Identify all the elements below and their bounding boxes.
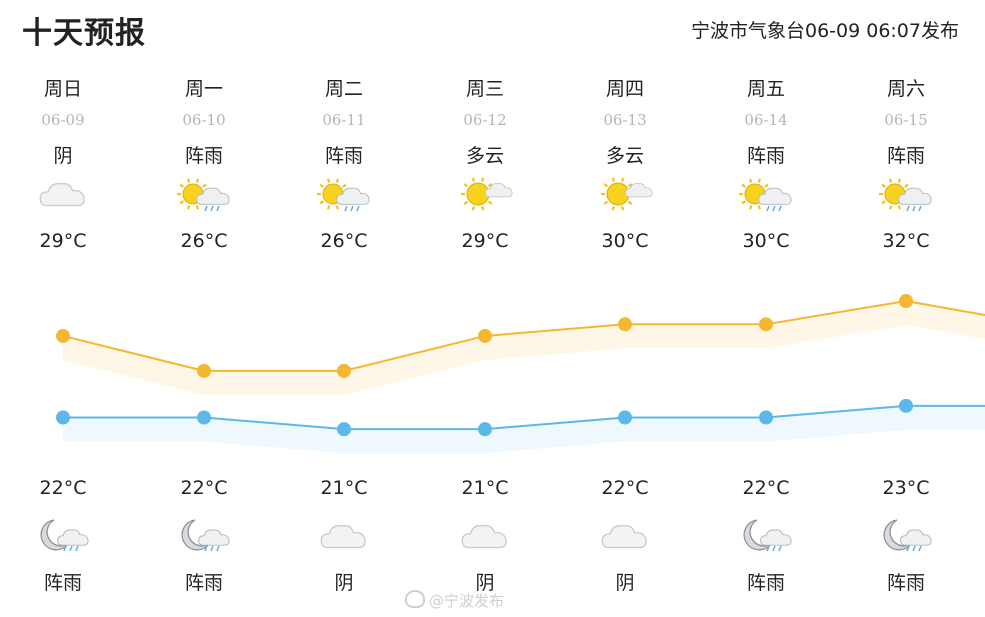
date-label: 06-11 bbox=[322, 111, 366, 129]
low-temp-point bbox=[759, 410, 773, 425]
page-title: 十天预报 bbox=[22, 16, 146, 51]
date-label: 06-14 bbox=[744, 111, 788, 129]
sun-shower-icon bbox=[846, 174, 966, 214]
low-temp-label: 22°C bbox=[39, 477, 87, 499]
low-temp-label: 22°C bbox=[601, 477, 649, 499]
date-label: 06-15 bbox=[884, 111, 928, 129]
high-temp-line bbox=[62, 299, 985, 372]
low-temp-label: 22°C bbox=[742, 477, 790, 499]
high-temp-label: 30°C bbox=[601, 230, 649, 252]
day-label: 周一 bbox=[184, 78, 223, 100]
high-temp-point bbox=[759, 317, 773, 332]
low-temp-label: 21°C bbox=[320, 477, 368, 499]
day-weather-label: 阵雨 bbox=[746, 145, 785, 167]
low-temp-label: 22°C bbox=[180, 477, 228, 499]
partly-cloudy-icon bbox=[565, 174, 685, 214]
day-label: 周四 bbox=[605, 78, 644, 100]
night-weather-label: 阵雨 bbox=[886, 572, 925, 594]
day-label: 周日 bbox=[43, 78, 82, 100]
partly-cloudy-icon bbox=[425, 174, 545, 214]
date-label: 06-13 bbox=[603, 111, 647, 129]
weibo-icon bbox=[405, 590, 425, 608]
sun-shower-icon bbox=[706, 174, 826, 214]
day-weather-label: 阵雨 bbox=[324, 145, 363, 167]
high-temp-point bbox=[197, 363, 211, 378]
high-temp-point bbox=[478, 328, 492, 343]
overcast-icon bbox=[425, 516, 545, 552]
overcast-icon bbox=[565, 516, 685, 552]
high-temp-label: 32°C bbox=[882, 230, 930, 252]
sun-shower-icon bbox=[144, 174, 264, 214]
night-shower-icon bbox=[846, 516, 966, 552]
date-label: 06-12 bbox=[463, 111, 507, 129]
day-label: 周六 bbox=[886, 78, 925, 100]
low-temp-point bbox=[337, 422, 351, 437]
low-temp-point bbox=[899, 398, 913, 413]
overcast-icon bbox=[284, 516, 404, 552]
night-weather-label: 阴 bbox=[334, 572, 354, 594]
night-weather-label: 阴 bbox=[615, 572, 635, 594]
overcast-icon bbox=[3, 174, 123, 214]
low-temp-point bbox=[478, 422, 492, 437]
day-label: 周二 bbox=[324, 78, 363, 100]
low-temp-point bbox=[618, 410, 632, 425]
high-temp-label: 29°C bbox=[461, 230, 509, 252]
high-temp-label: 26°C bbox=[320, 230, 368, 252]
date-label: 06-09 bbox=[41, 111, 85, 129]
high-temp-label: 29°C bbox=[39, 230, 87, 252]
day-weather-label: 阵雨 bbox=[184, 145, 223, 167]
night-weather-label: 阵雨 bbox=[184, 572, 223, 594]
night-weather-label: 阵雨 bbox=[43, 572, 82, 594]
day-weather-label: 多云 bbox=[605, 145, 644, 167]
low-temp-point bbox=[197, 410, 211, 425]
day-weather-label: 阵雨 bbox=[886, 145, 925, 167]
day-weather-label: 阴 bbox=[53, 145, 73, 167]
issue-info: 宁波市气象台06-09 06:07发布 bbox=[690, 20, 959, 42]
low-temp-line bbox=[63, 404, 985, 431]
night-shower-icon bbox=[3, 516, 123, 552]
high-temp-point bbox=[337, 363, 351, 378]
high-temp-point bbox=[899, 294, 913, 308]
low-temp-point bbox=[56, 410, 70, 425]
watermark: @宁波发布 bbox=[405, 590, 504, 611]
day-label: 周五 bbox=[746, 78, 785, 100]
high-temp-point bbox=[56, 328, 70, 343]
night-shower-icon bbox=[144, 516, 264, 552]
series-area bbox=[63, 301, 985, 395]
night-weather-label: 阵雨 bbox=[746, 572, 785, 594]
date-label: 06-10 bbox=[182, 111, 226, 129]
high-temp-label: 26°C bbox=[180, 230, 228, 252]
sun-shower-icon bbox=[284, 174, 404, 214]
low-temp-label: 21°C bbox=[461, 477, 509, 499]
night-weather-label: 阴 bbox=[475, 572, 495, 594]
low-temp-label: 23°C bbox=[882, 477, 930, 499]
day-weather-label: 多云 bbox=[465, 145, 504, 167]
night-shower-icon bbox=[706, 516, 826, 552]
high-temp-point bbox=[618, 317, 632, 332]
high-temp-label: 30°C bbox=[742, 230, 790, 252]
day-label: 周三 bbox=[465, 78, 504, 100]
watermark-text: @宁波发布 bbox=[429, 592, 505, 610]
